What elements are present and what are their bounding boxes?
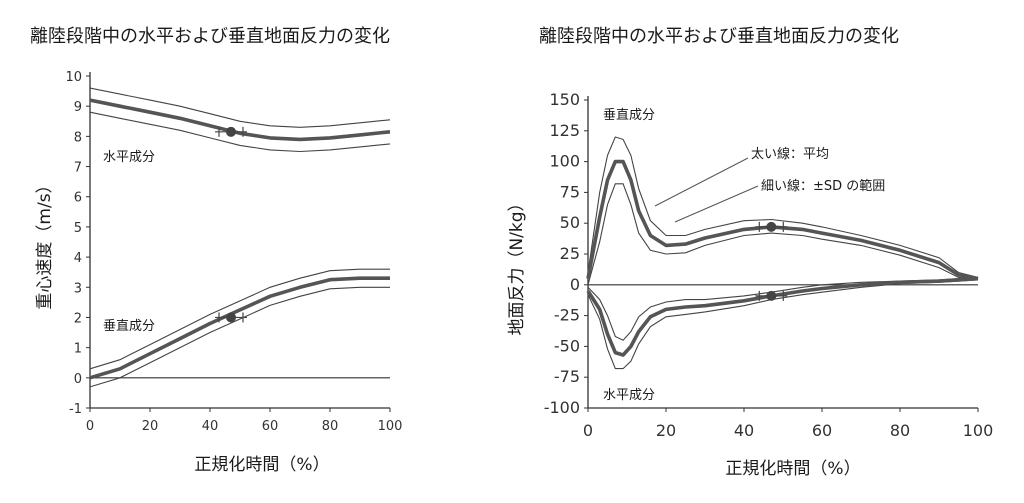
leader-line-mean	[654, 157, 749, 207]
right-y-tick-label: 25	[560, 244, 580, 263]
left-series-vertical-sd-lower	[89, 286, 390, 388]
right-chart: 離陸段階中の水平および垂直地面反力の変化 地面反力（N/kg） 正規化時間（%）…	[507, 26, 993, 479]
left-label-horizontal: 水平成分	[103, 150, 155, 165]
left-label-vertical: 垂直成分	[103, 319, 155, 334]
right-y-tick-label: 75	[560, 182, 580, 201]
right-y-tick-label: 50	[560, 213, 580, 232]
right-plot-area	[586, 136, 979, 370]
right-label-vertical: 垂直成分	[603, 108, 655, 123]
left-x-tick-label: 0	[86, 419, 94, 434]
right-y-tick-label: 100	[549, 152, 580, 171]
left-y-tick-label: 3	[74, 281, 82, 296]
right-x-tick-label: 40	[734, 421, 754, 440]
right-series-vertical-sd-lower	[587, 183, 979, 285]
left-y-tick-label: 2	[74, 311, 82, 326]
right-chart-title: 離陸段階中の水平および垂直地面反力の変化	[539, 26, 899, 47]
left-y-tick-label: 5	[74, 221, 82, 236]
annotation-sd: 細い線：±SD の範囲	[761, 178, 885, 194]
left-y-tick-label: 1	[74, 342, 82, 357]
right-x-tick-label: 60	[812, 421, 832, 440]
left-x-axis-label: 正規化時間（%）	[194, 455, 329, 475]
left-series-horizontal-sd-upper	[89, 87, 391, 128]
left-y-tick-label: 4	[74, 251, 82, 266]
left-x-tick-label: 80	[322, 419, 339, 434]
left-series-horizontal-mean-line	[89, 98, 391, 142]
left-series-vertical-mean-line	[89, 276, 390, 380]
left-y-tick-label: -1	[69, 402, 82, 417]
right-x-tick-label: 80	[890, 421, 910, 440]
left-series-vertical-sd-upper	[89, 268, 390, 370]
left-y-tick-label: 10	[65, 70, 82, 85]
right-y-axis-label: 地面反力（N/kg）	[507, 194, 527, 335]
right-series-vertical-marker-point	[766, 221, 777, 232]
right-x-tick-label: 0	[583, 421, 593, 440]
right-x-tick-label: 20	[656, 421, 676, 440]
left-y-tick-label: 9	[74, 100, 82, 115]
right-y-tick-label: 150	[549, 90, 580, 109]
left-y-tick-label: 0	[74, 372, 82, 387]
right-series-horizontal-marker-point	[766, 290, 777, 301]
left-plot-area	[89, 87, 391, 388]
right-y-tick-label: 125	[549, 121, 580, 140]
left-series-horizontal-sd-lower	[89, 111, 391, 153]
left-x-tick-label: 60	[262, 419, 279, 434]
left-y-tick-label: 6	[74, 191, 82, 206]
left-chart-title: 離陸段階中の水平および垂直地面反力の変化	[30, 26, 390, 47]
right-y-tick-label: -75	[554, 367, 580, 386]
left-series-horizontal-marker-point	[226, 126, 236, 137]
right-series-vertical-sd-upper	[587, 136, 979, 278]
right-label-horizontal: 水平成分	[603, 388, 655, 403]
left-y-axis-label: 重心速度（m/s）	[35, 176, 55, 309]
right-y-tick-label: -25	[554, 306, 580, 325]
left-chart: 離陸段階中の水平および垂直地面反力の変化 重心速度（m/s） 正規化時間（%） …	[30, 26, 402, 475]
right-series-horizontal-sd-upper	[587, 276, 979, 341]
left-series-vertical-marker-point	[226, 312, 236, 323]
right-y-tick-label: -100	[544, 398, 580, 417]
annotation-mean: 太い線：平均	[751, 146, 829, 162]
right-axes: -100 -75 -50 -25 0 25 50 75 100 125 150 0 20 40 60 80 10…	[544, 90, 994, 440]
left-x-tick-label: 100	[378, 419, 403, 434]
right-y-tick-label: -50	[554, 336, 580, 355]
left-x-tick-label: 20	[142, 419, 159, 434]
right-y-tick-label: 0	[570, 275, 580, 294]
left-y-tick-label: 7	[74, 161, 82, 176]
left-y-tick-label: 8	[74, 130, 82, 145]
right-x-axis-label: 正規化時間（%）	[725, 459, 860, 479]
right-series-vertical-mean-line	[586, 159, 979, 281]
leader-line-sd	[674, 185, 759, 223]
left-x-tick-label: 40	[202, 419, 219, 434]
right-x-tick-label: 100	[963, 421, 994, 440]
right-series-horizontal-mean-line	[586, 276, 979, 357]
